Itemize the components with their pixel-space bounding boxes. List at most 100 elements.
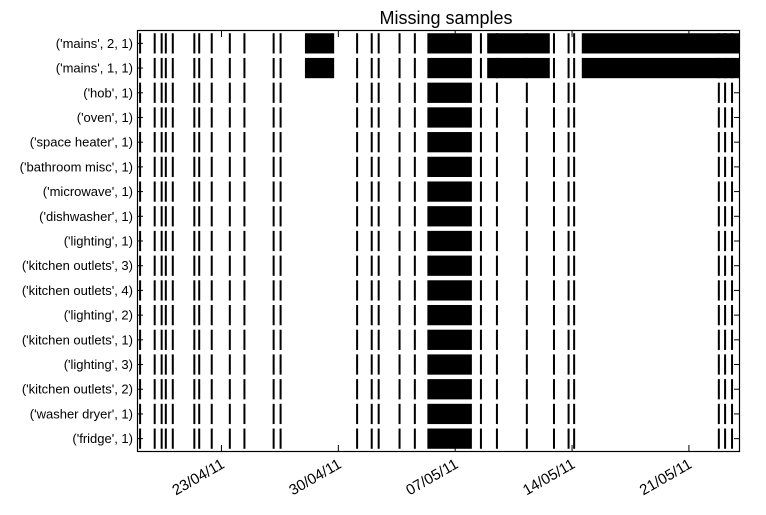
- short-gap-13-16: [413, 354, 416, 375]
- short-gap-12-6: [198, 329, 201, 350]
- short-gap-8-10: [272, 230, 275, 252]
- short-gap-1-18: [495, 57, 498, 79]
- short-gap-15-16: [413, 403, 416, 425]
- short-gap-2-19: [525, 82, 528, 103]
- short-gap-7-9: [243, 206, 246, 227]
- short-gap-15-10: [272, 403, 275, 425]
- short-gap-8-25: [731, 230, 734, 252]
- short-gap-3-14: [377, 107, 380, 128]
- short-gap-13-21: [567, 354, 570, 375]
- short-gap-1-4: [171, 57, 174, 79]
- y-tick-label-4: ('space heater', 1): [30, 135, 133, 150]
- short-gap-12-16: [413, 329, 416, 350]
- short-gap-5-13: [370, 156, 373, 178]
- short-gap-16-19: [525, 428, 528, 449]
- short-gap-13-18: [495, 354, 498, 375]
- short-gap-7-11: [279, 206, 282, 227]
- short-gap-4-9: [243, 132, 246, 153]
- y-ticks-layer: ('mains', 2, 1) ('mains', 1, 1) ('hob', 1)…: [20, 36, 739, 446]
- short-gap-6-2: [160, 181, 163, 202]
- short-gap-11-5: [193, 304, 196, 326]
- gap-bar-13-0: [427, 354, 472, 375]
- short-gap-4-16: [413, 132, 416, 153]
- gap-bar-0-1: [427, 33, 472, 54]
- short-gap-1-22: [573, 57, 576, 79]
- short-gap-16-18: [495, 428, 498, 449]
- short-gap-8-17: [479, 230, 482, 252]
- short-gap-12-14: [377, 329, 380, 350]
- short-gap-1-8: [228, 57, 231, 79]
- short-gap-6-15: [398, 181, 401, 202]
- short-gap-5-21: [567, 156, 570, 178]
- gap-bar-10-0: [427, 280, 472, 301]
- short-gap-0-24: [724, 33, 727, 54]
- short-gap-10-16: [413, 280, 416, 301]
- short-gap-15-14: [377, 403, 380, 425]
- short-gap-14-25: [731, 379, 734, 400]
- short-gap-6-10: [272, 181, 275, 202]
- short-gap-1-12: [356, 57, 359, 79]
- short-gap-6-12: [356, 181, 359, 202]
- short-gap-2-11: [279, 82, 282, 103]
- short-gap-15-2: [160, 403, 163, 425]
- short-gap-9-23: [717, 255, 720, 276]
- chart-title: Missing samples: [379, 8, 512, 28]
- short-gap-12-21: [567, 329, 570, 350]
- short-gap-4-12: [356, 132, 359, 153]
- y-tick-label-16: ('fridge', 1): [72, 431, 133, 446]
- short-gap-9-16: [413, 255, 416, 276]
- short-gap-8-9: [243, 230, 246, 252]
- short-gap-10-10: [272, 280, 275, 301]
- short-gap-5-14: [377, 156, 380, 178]
- short-gap-3-4: [171, 107, 174, 128]
- short-gap-1-9: [243, 57, 246, 79]
- short-gap-9-22: [573, 255, 576, 276]
- short-gap-16-3: [164, 428, 167, 449]
- short-gap-9-3: [164, 255, 167, 276]
- short-gap-3-20: [552, 107, 555, 128]
- gap-bar-12-0: [427, 329, 472, 350]
- short-gap-10-23: [717, 280, 720, 301]
- short-gap-11-1: [153, 304, 156, 326]
- short-gap-14-14: [377, 379, 380, 400]
- short-gap-9-9: [243, 255, 246, 276]
- short-gap-5-22: [573, 156, 576, 178]
- short-gap-11-16: [413, 304, 416, 326]
- short-gap-12-3: [164, 329, 167, 350]
- short-gap-5-4: [171, 156, 174, 178]
- short-gap-2-16: [413, 82, 416, 103]
- short-gap-3-10: [272, 107, 275, 128]
- short-gap-5-16: [413, 156, 416, 178]
- short-gap-2-9: [243, 82, 246, 103]
- short-gap-6-20: [552, 181, 555, 202]
- short-gap-11-14: [377, 304, 380, 326]
- y-tick-label-7: ('dishwasher', 1): [39, 209, 133, 224]
- short-gap-6-25: [731, 181, 734, 202]
- short-gap-11-10: [272, 304, 275, 326]
- short-gap-1-14: [377, 57, 380, 79]
- short-gap-15-1: [153, 403, 156, 425]
- short-gap-1-11: [279, 57, 282, 79]
- short-gap-8-11: [279, 230, 282, 252]
- short-gap-9-15: [398, 255, 401, 276]
- short-gap-16-5: [193, 428, 196, 449]
- short-gap-15-15: [398, 403, 401, 425]
- short-gap-13-9: [243, 354, 246, 375]
- short-gap-7-8: [228, 206, 231, 227]
- short-gap-12-20: [552, 329, 555, 350]
- short-gap-11-11: [279, 304, 282, 326]
- short-gap-4-7: [210, 132, 213, 153]
- short-gap-9-21: [567, 255, 570, 276]
- gap-bar-14-0: [427, 379, 472, 400]
- short-gap-10-18: [495, 280, 498, 301]
- short-gap-14-19: [525, 379, 528, 400]
- short-gap-16-20: [552, 428, 555, 449]
- short-gap-4-8: [228, 132, 231, 153]
- short-gap-10-7: [210, 280, 213, 301]
- short-gap-8-14: [377, 230, 380, 252]
- short-gap-2-7: [210, 82, 213, 103]
- short-gap-9-5: [193, 255, 196, 276]
- short-gap-9-25: [731, 255, 734, 276]
- short-gap-10-22: [573, 280, 576, 301]
